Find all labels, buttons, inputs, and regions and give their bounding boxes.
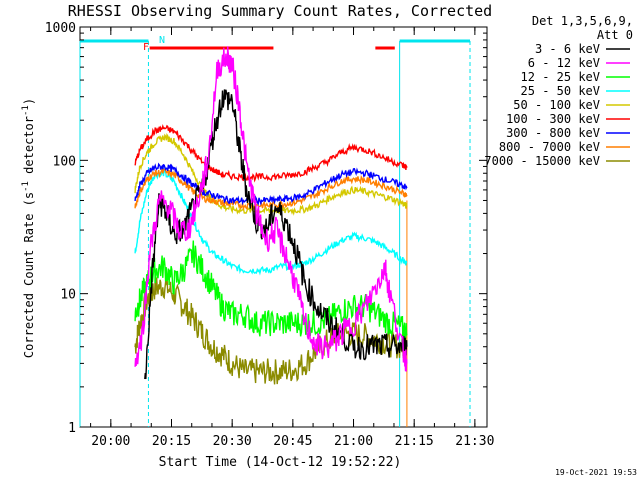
flag-bars [80, 39, 471, 50]
x-tick-label: 20:45 [273, 434, 312, 449]
legend-label: 100 - 300 keV [506, 112, 600, 126]
x-axis: 20:00 20:15 20:30 20:45 21:00 21:15 21:30 [90, 27, 494, 449]
legend-label: 50 - 100 keV [513, 98, 600, 112]
night-lines [79, 41, 471, 427]
x-tick-label: 21:15 [395, 434, 434, 449]
y-label-end: ) [22, 98, 36, 105]
chart-title: RHESSI Observing Summary Count Rates, Co… [68, 2, 492, 20]
y-tick-label: 10 [60, 288, 76, 303]
series-layer [134, 46, 408, 385]
x-tick-label: 20:15 [152, 434, 191, 449]
series-line [134, 167, 408, 276]
x-tick-label: 20:30 [213, 434, 252, 449]
series-line [134, 46, 408, 372]
legend-label: 25 - 50 keV [521, 84, 600, 98]
y-tick-label: 1 [68, 421, 76, 436]
y-label-mid: detector [22, 116, 36, 181]
legend-header-line2: Att 0 [597, 28, 633, 42]
series-line [134, 123, 408, 183]
x-axis-label: Start Time (14-Oct-12 19:52:22) [159, 455, 402, 470]
legend-label: 3 - 6 keV [535, 42, 600, 56]
series-line [134, 162, 408, 206]
series-line [134, 240, 408, 344]
y-tick-label: 100 [53, 154, 76, 169]
y-tick-label: 1000 [45, 21, 76, 36]
footer-date: 19-Oct-2021 19:53 [555, 468, 637, 477]
x-tick-label: 21:00 [334, 434, 373, 449]
y-label-sup1: -1 [21, 181, 31, 192]
x-tick-label: 21:30 [455, 434, 494, 449]
series-line [144, 89, 408, 380]
legend-label: 800 - 7000 keV [499, 140, 600, 154]
legend-label: 300 - 800 keV [506, 126, 600, 140]
legend-header-line1: Det 1,3,5,6,9, [532, 14, 633, 28]
flag-n-label: N [159, 35, 165, 46]
y-axis: 1 10 100 1000 [45, 21, 487, 436]
x-tick-label: 20:00 [91, 434, 130, 449]
y-label-sup2: -1 [21, 105, 31, 116]
series-line [134, 166, 408, 211]
legend-label: 12 - 25 keV [521, 70, 600, 84]
y-axis-label: Corrected Count Rate (s-1 detector-1) [21, 98, 36, 358]
legend-label: 6 - 12 keV [528, 56, 600, 70]
y-label-main: Corrected Count Rate (s [22, 192, 36, 358]
legend-label: 7000 - 15000 keV [484, 154, 600, 168]
flag-f-label: F [143, 42, 149, 53]
